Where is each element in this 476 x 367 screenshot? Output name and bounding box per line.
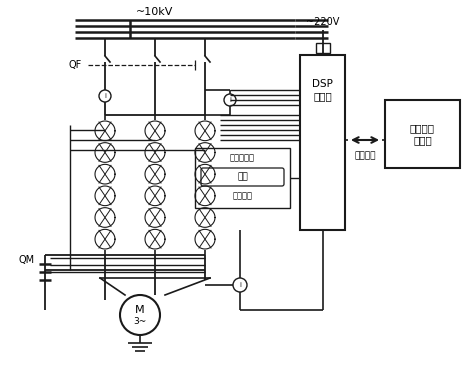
Text: i: i (229, 97, 231, 103)
Text: DSP
控制板: DSP 控制板 (312, 79, 333, 101)
Text: i: i (239, 282, 241, 288)
Text: 检测与保护: 检测与保护 (230, 153, 255, 163)
Text: M: M (135, 305, 145, 315)
Bar (195, 148, 290, 208)
Bar (300, 55, 345, 230)
Text: QM: QM (19, 255, 35, 265)
Text: i: i (104, 93, 106, 99)
Text: ~220V: ~220V (306, 17, 339, 27)
Text: 远程操作
控制台: 远程操作 控制台 (410, 123, 435, 145)
Bar (316, 43, 329, 53)
FancyBboxPatch shape (201, 168, 284, 186)
Text: 3~: 3~ (133, 317, 147, 327)
Text: 控制信息: 控制信息 (354, 152, 376, 160)
Bar (385, 100, 460, 168)
Text: 触发脉冲: 触发脉冲 (232, 192, 252, 200)
Text: ~10kV: ~10kV (136, 7, 174, 17)
Text: QF: QF (69, 60, 82, 70)
Text: 光纤: 光纤 (237, 172, 248, 182)
